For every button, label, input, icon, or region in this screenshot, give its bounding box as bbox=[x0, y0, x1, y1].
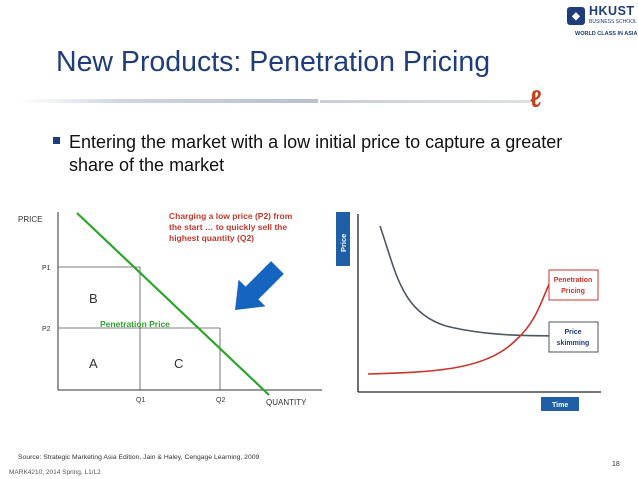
skimming-curve bbox=[379, 225, 577, 337]
demand-line bbox=[76, 212, 270, 396]
tick-q1: Q1 bbox=[136, 397, 145, 404]
price-axis-box bbox=[336, 212, 350, 266]
flame-icon: ℓ bbox=[530, 86, 542, 113]
course-footer: MARK4210, 2014 Spring, L1/L2 bbox=[9, 469, 101, 476]
legend-penetration-line-2: Pricing bbox=[561, 288, 585, 295]
penetration-curve bbox=[367, 281, 551, 375]
annotation-line-3: highest quantity (Q2) bbox=[169, 233, 254, 243]
price-axis-label: Price bbox=[339, 234, 348, 252]
arrow-icon bbox=[235, 261, 284, 310]
quantity-axis-label: QUANTITY bbox=[266, 398, 307, 407]
tick-p1: P1 bbox=[42, 265, 51, 272]
price-axis-label: PRICE bbox=[18, 215, 42, 224]
legend-skimming-line-1: Price bbox=[564, 329, 581, 336]
legend-skimming: Price skimming bbox=[548, 321, 599, 353]
annotation-line-1: Charging a low price (P2) from bbox=[169, 211, 293, 221]
logo-subtitle: BUSINESS SCHOOL bbox=[589, 19, 637, 25]
annotation-line-2: the start … to quickly sell the bbox=[169, 222, 287, 232]
time-axis-box bbox=[541, 397, 579, 411]
region-a-label: A bbox=[89, 356, 98, 371]
legend-skimming-line-2: skimming bbox=[557, 340, 590, 347]
source-note: Source: Strategic Marketing Asia Edition… bbox=[18, 454, 260, 461]
tick-p2: P2 bbox=[42, 326, 51, 333]
tick-q2: Q2 bbox=[216, 397, 225, 404]
region-b-label: B bbox=[89, 291, 98, 306]
title-rule-light bbox=[320, 100, 530, 103]
bullet-text: Entering the market with a low initial p… bbox=[69, 132, 563, 175]
penetration-price-label: Penetration Price bbox=[100, 319, 170, 329]
logo-name: HKUST bbox=[589, 4, 635, 18]
bullet-marker bbox=[53, 137, 60, 144]
legend-penetration: Penetration Pricing bbox=[548, 269, 599, 301]
crest-icon: ◆ bbox=[567, 7, 585, 25]
penetration-price-diagram: PRICE QUANTITY P1 P2 Q1 Q2 B A C Penetra… bbox=[18, 211, 322, 407]
page-number: 18 bbox=[612, 461, 620, 468]
slide-title: New Products: Penetration Pricing bbox=[56, 46, 491, 78]
school-logo: ◆ HKUST BUSINESS SCHOOL WORLD CLASS IN A… bbox=[567, 4, 638, 37]
annotation: Charging a low price (P2) from the start… bbox=[169, 211, 293, 243]
region-c-label: C bbox=[174, 356, 183, 371]
price-over-time-diagram: Price Time Penetration Pricing Price ski… bbox=[336, 212, 601, 411]
logo-tagline: WORLD CLASS IN ASIA bbox=[575, 31, 638, 37]
legend-penetration-line-1: Penetration bbox=[554, 277, 593, 284]
title-rule bbox=[18, 99, 318, 103]
time-axis-label: Time bbox=[552, 402, 568, 409]
